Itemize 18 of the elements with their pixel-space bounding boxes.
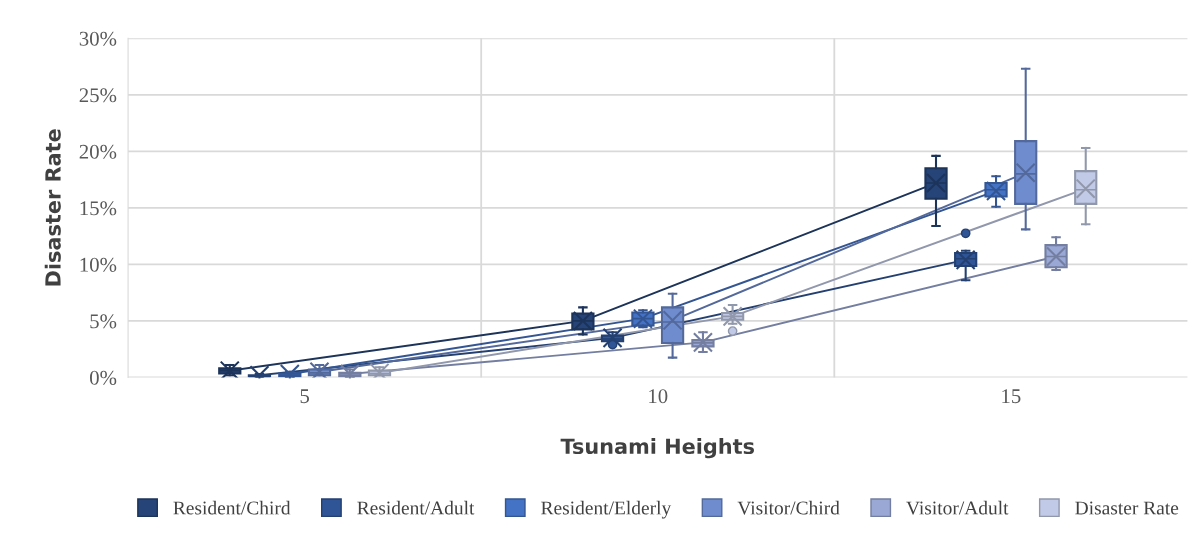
legend-label: Visitor/Chird [737,500,840,515]
x-tick-label: 10 [649,389,668,404]
x-tick-label: 5 [300,389,310,404]
legend-label: Resident/Chird [173,500,291,515]
x-tick-label: 15 [1002,389,1021,404]
legend-label: Disaster Rate [1075,501,1179,515]
y-tick-label: 10% [80,257,117,272]
y-tick-label: 0% [89,370,117,385]
y-tick-label: 30% [79,31,117,46]
y-tick-label: 15% [80,201,117,216]
y-tick-label: 5% [90,314,117,329]
legend-label: Resident/Adult [357,500,475,515]
y-tick-label: 25% [79,88,117,103]
y-tick-label: 20% [79,144,117,159]
legend-label: Visitor/Adult [906,500,1009,515]
legend-label: Resident/Elderly [541,500,672,519]
x-axis-title: Tsunami Heights [560,437,755,459]
y-axis-title: Disaster Rate [44,129,61,286]
